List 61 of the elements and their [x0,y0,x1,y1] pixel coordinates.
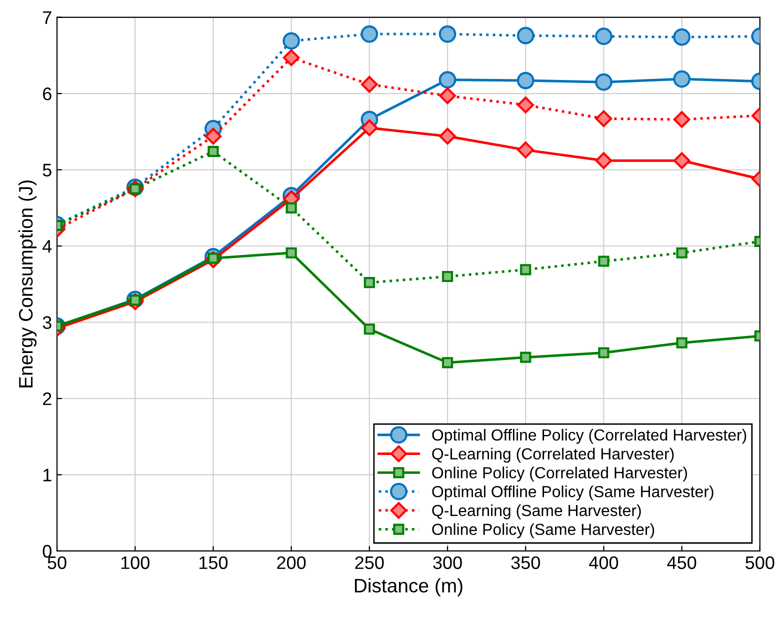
point [517,96,534,114]
point [595,152,612,170]
point [439,128,456,145]
point [208,146,219,158]
point [673,152,690,170]
y-tick-label: 3 [42,316,52,329]
point [286,202,297,214]
y-tick-label: 4 [42,240,52,253]
point [282,49,300,66]
x-axis-title: Distance (m) [354,578,462,596]
point [204,128,222,145]
point [598,256,610,267]
y-axis-title: Energy Consumption (J) [18,180,37,388]
point [520,352,532,363]
point [442,270,454,282]
point [364,277,375,288]
x-tick-label: 350 [511,556,540,570]
point [442,357,454,368]
legend-label: Q-Learning (Same Harvester) [432,504,641,520]
point [595,73,612,91]
legend-label: Online Policy (Same Harvester) [432,523,654,538]
point [676,337,688,348]
point [520,264,532,276]
y-tick-label: 2 [43,392,52,406]
y-tick-label: 0 [42,544,52,558]
y-tick-label: 7 [43,11,52,24]
point [673,70,690,88]
y-tick-label: 6 [43,87,52,100]
point [673,111,690,128]
x-tick-label: 400 [589,556,618,570]
y-tick-label: 5 [42,164,52,176]
point [439,87,456,104]
legend-label: Optimal Offline Policy (Same Harvester) [432,486,714,500]
point [361,76,378,93]
point [364,324,375,335]
point [286,247,297,258]
point [595,28,612,46]
point [516,26,534,44]
point [598,347,610,358]
x-tick-label: 500 [746,556,774,570]
x-tick-label: 150 [200,556,228,570]
y-tick-label: 1 [43,468,52,482]
x-tick-label: 200 [277,556,306,570]
point [516,72,534,90]
point [676,247,688,258]
legend-label: Optimal Offline Policy (Correlated Harvester) [432,428,746,444]
point [438,71,456,88]
point [361,119,378,136]
x-tick-label: 300 [433,556,462,570]
x-tick-label: 250 [355,556,384,570]
legend-label: Online Policy (Correlated Harvester) [432,466,687,482]
point [517,142,534,158]
point [360,25,378,43]
legend-label: Q-Learning (Correlated Harvester) [432,448,674,463]
point [673,28,690,46]
x-tick-label: 50 [48,556,66,570]
point [595,110,612,128]
point [438,25,456,43]
x-tick-label: 450 [667,556,696,570]
point [282,32,300,50]
x-tick-label: 100 [121,556,150,570]
